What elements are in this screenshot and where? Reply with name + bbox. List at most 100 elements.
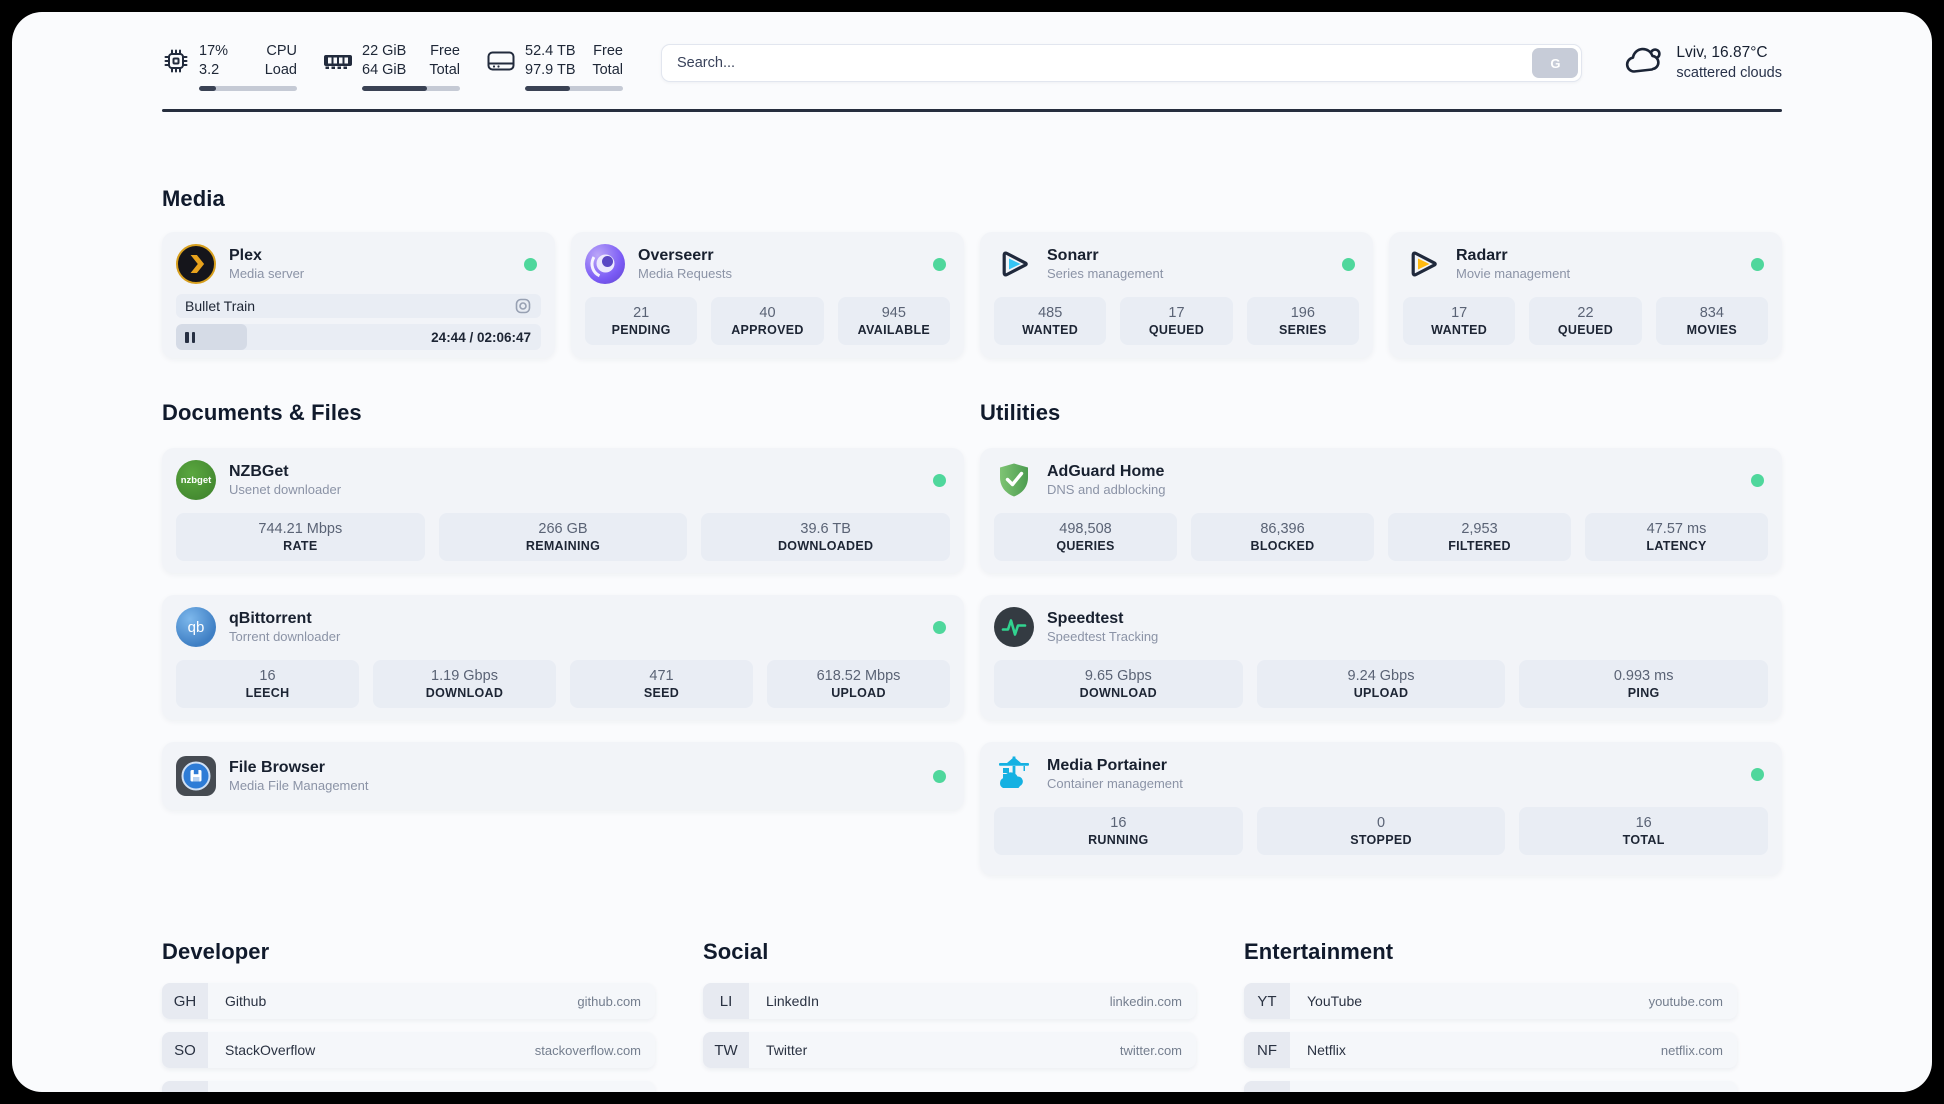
app-name: AdGuard Home [1047,462,1165,480]
cpu-label: CPU [266,43,297,59]
stat-queued: 17 QUEUED [1120,297,1233,346]
app-name: qBittorrent [229,609,312,627]
section-entertainment: Entertainment YT YouTube youtube.com NF … [1244,939,1737,1092]
stat-filtered: 2,953 FILTERED [1388,513,1571,562]
app-link-filebrowser[interactable]: File Browser Media File Management [176,756,369,797]
app-link-speedtest[interactable]: Speedtest Speedtest Tracking [994,607,1158,648]
app-card-portainer: Media Portainer Container management 16 … [980,742,1782,876]
search-bar: G [661,44,1583,82]
bookmark-url: netflix.com [1660,1042,1723,1058]
top-bar: 17% 3.2 CPU Load [12,12,1932,92]
bookmark-youtube[interactable]: YT YouTube youtube.com [1244,983,1737,1020]
bookmark-netflix[interactable]: NF Netflix netflix.com [1244,1032,1737,1069]
status-online-dot [933,473,946,487]
status-online-dot [933,769,946,783]
bookmark-url: twitter.com [1119,1042,1182,1058]
bookmark-reddit[interactable]: RE Reddit reddit.com [1244,1081,1737,1092]
stat-available: 945 AVAILABLE [837,297,950,346]
app-link-overseerr[interactable]: Overseerr Media Requests [585,244,732,285]
app-name: Plex [229,246,262,264]
stat-seed: 471 SEED [570,660,753,709]
bookmark-url: linkedin.com [1109,993,1182,1009]
app-name: Media Portainer [1047,756,1168,774]
memory-free-label: Free [430,43,460,59]
stat-movies: 834 MOVIES [1655,297,1768,346]
stat-stopped: 0 STOPPED [1256,807,1506,856]
stat-download: 9.65 Gbps DOWNLOAD [994,660,1243,709]
cpu-load-label: Load [264,62,297,79]
bookmark-dev[interactable]: DT DEV dev.to [162,1081,655,1092]
cpu-progress-bar [199,86,297,92]
stat-downloaded: 39.6 TB DOWNLOADED [701,513,950,562]
stat-remaining: 266 GB REMAINING [438,513,688,562]
radarr-icon [1403,244,1443,284]
app-card-speedtest: Speedtest Speedtest Tracking 9.65 Gbps D… [980,595,1782,721]
search-engine-button[interactable]: G [1532,48,1579,78]
weather-widget: Lviv, 16.87°C scattered clouds [1622,43,1782,84]
app-description: Media File Management [229,777,369,793]
status-online-dot [1751,767,1764,781]
bookmark-twitter[interactable]: TW Twitter twitter.com [703,1032,1196,1069]
app-link-portainer[interactable]: Media Portainer Container management [994,754,1183,794]
session-icon[interactable] [514,297,532,315]
social-section-title: Social [703,939,769,965]
memory-stat-widget: 22 GiB 64 GiB Free Total [323,42,460,92]
app-description: DNS and adblocking [1047,481,1166,497]
app-card-filebrowser: File Browser Media File Management [162,742,964,811]
adguard-icon [994,460,1034,500]
search-input[interactable] [661,44,1583,82]
disk-icon [486,47,516,80]
app-link-sonarr[interactable]: Sonarr Series management [994,244,1163,284]
app-name: Radarr [1456,246,1508,264]
dashboard-page: 17% 3.2 CPU Load [12,12,1932,1092]
memory-progress-fill [362,86,427,92]
status-online-dot [1751,257,1764,271]
playback-progress-bar: 24:44 / 02:06:47 [176,324,541,351]
stat-pending: 21 PENDING [585,297,698,346]
bookmark-github[interactable]: GH Github github.com [162,983,655,1020]
app-card-sonarr: Sonarr Series management 485 WANTED 17 [980,232,1373,359]
bookmark-name: StackOverflow [225,1042,316,1059]
bookmark-linkedin[interactable]: LI LinkedIn linkedin.com [703,983,1196,1020]
pause-icon[interactable] [185,331,195,343]
bookmark-abbr: TW [703,1032,749,1069]
bookmark-name: DEV [225,1091,254,1092]
app-card-overseerr: Overseerr Media Requests 21 PENDING 40 [571,232,964,359]
stat-ping: 0.993 ms PING [1519,660,1768,709]
app-description: Media Requests [638,265,732,281]
portainer-icon [994,754,1034,794]
stat-rate: 744.21 Mbps RATE [176,513,425,562]
stat-approved: 40 APPROVED [711,297,824,346]
disk-free-value: 52.4 TB [525,43,576,59]
weather-condition: scattered clouds [1676,65,1782,82]
bookmark-name: Netflix [1307,1042,1346,1059]
app-description: Media server [229,265,305,281]
app-name: Speedtest [1047,609,1124,627]
app-link-nzbget[interactable]: nzbget NZBGet Usenet downloader [176,460,341,501]
app-name: NZBGet [229,462,289,480]
cpu-stat-widget: 17% 3.2 CPU Load [162,42,297,92]
app-name: File Browser [229,758,326,776]
stat-wanted: 17 WANTED [1403,297,1516,346]
stat-queued: 22 QUEUED [1529,297,1642,346]
plex-icon [176,244,216,285]
stat-wanted: 485 WANTED [994,297,1107,346]
app-name: Overseerr [638,246,714,264]
section-documents-files: Documents & Files nzbget NZBGet Usenet d… [162,400,964,875]
bookmark-url: stackoverflow.com [534,1042,641,1058]
app-link-adguard[interactable]: AdGuard Home DNS and adblocking [994,460,1166,500]
cpu-percent: 17% [199,43,229,59]
app-link-radarr[interactable]: Radarr Movie management [1403,244,1570,284]
playback-progress-fill [176,324,248,351]
qbittorrent-icon: qb [176,607,216,648]
header-divider [162,109,1782,113]
stat-leech: 16 LEECH [176,660,359,709]
section-media: Media Plex Media ser [162,186,1782,359]
app-link-plex[interactable]: Plex Media server [176,244,305,285]
app-link-qbittorrent[interactable]: qb qBittorrent Torrent downloader [176,607,341,648]
app-name: Sonarr [1047,246,1099,264]
now-playing-title: Bullet Train [185,298,256,315]
bookmark-abbr: RE [1244,1081,1290,1092]
app-description: Torrent downloader [229,628,341,644]
bookmark-stackoverflow[interactable]: SO StackOverflow stackoverflow.com [162,1032,655,1069]
